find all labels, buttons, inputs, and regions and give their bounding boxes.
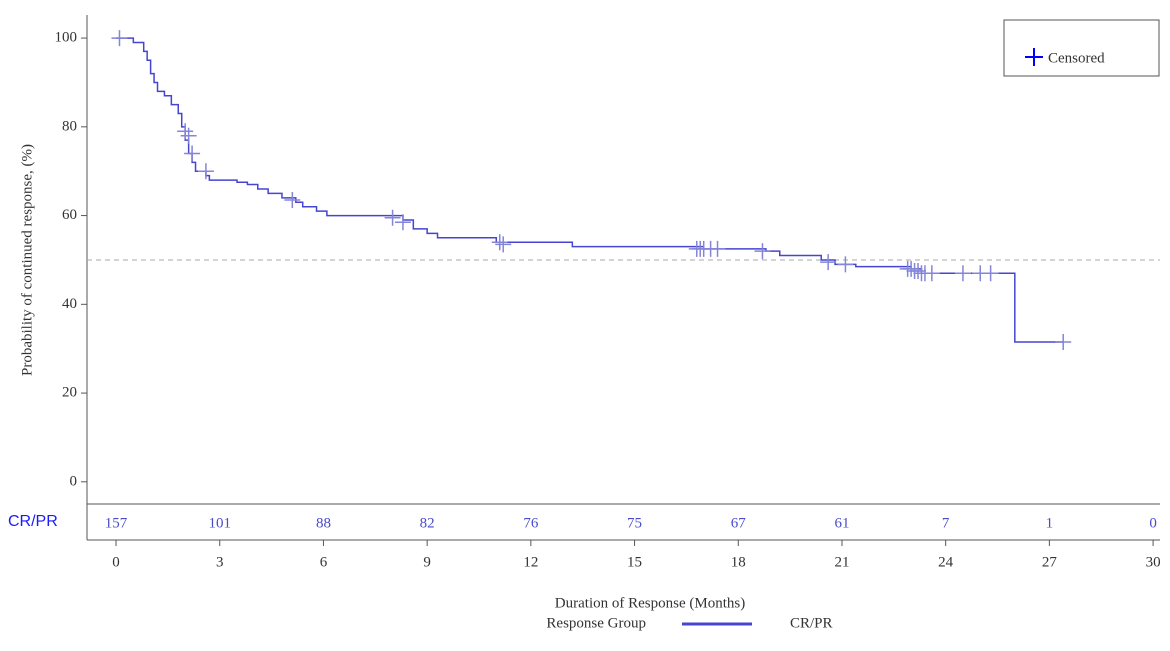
- risk-count: 61: [834, 515, 849, 531]
- censor-mark: [384, 209, 401, 226]
- y-tick-label: 80: [62, 118, 77, 134]
- risk-table-label: CR/PR: [8, 513, 58, 530]
- y-tick-label: 20: [62, 385, 77, 401]
- censor-mark: [495, 236, 512, 253]
- legend-censor-label: Censored: [1048, 50, 1105, 66]
- risk-count: 67: [731, 515, 747, 531]
- censor-mark: [754, 243, 771, 260]
- censor-mark: [954, 265, 971, 282]
- censor-mark: [177, 123, 194, 140]
- censor-mark: [837, 256, 854, 273]
- x-tick-label: 15: [627, 554, 642, 570]
- censor-mark: [491, 234, 508, 251]
- x-axis-label: Duration of Response (Months): [555, 595, 745, 611]
- legend-title: Response Group: [546, 615, 646, 631]
- censor-mark: [284, 192, 301, 209]
- censor-mark: [982, 265, 999, 282]
- x-tick-label: 24: [938, 554, 954, 570]
- risk-count: 76: [523, 515, 539, 531]
- censor-mark: [910, 263, 927, 280]
- censor-mark: [709, 240, 726, 257]
- risk-count: 101: [208, 515, 231, 531]
- x-tick-label: 3: [216, 554, 224, 570]
- censor-mark: [184, 145, 201, 162]
- legend-censor-symbol: [1025, 48, 1043, 66]
- censor-mark: [394, 214, 411, 231]
- survival-curve: [116, 37, 1064, 343]
- x-tick-label: 18: [731, 554, 746, 570]
- risk-count: 88: [316, 515, 331, 531]
- risk-count: 157: [105, 515, 128, 531]
- y-tick-label: 60: [62, 207, 77, 223]
- censor-mark: [180, 127, 197, 144]
- censor-mark: [820, 254, 837, 271]
- censor-mark: [111, 30, 128, 47]
- risk-count: 75: [627, 515, 642, 531]
- x-tick-label: 27: [1042, 554, 1058, 570]
- risk-count: 1: [1046, 515, 1054, 531]
- censor-mark: [1055, 334, 1072, 351]
- censor-mark: [197, 163, 214, 180]
- x-tick-label: 21: [834, 554, 849, 570]
- y-tick-label: 40: [62, 296, 77, 312]
- y-tick-label: 100: [55, 30, 78, 46]
- risk-count: 0: [1149, 515, 1157, 531]
- x-tick-label: 30: [1146, 554, 1161, 570]
- risk-count: 82: [420, 515, 435, 531]
- y-axis-label: Probability of continued response, (%): [19, 144, 35, 376]
- legend-label: CR/PR: [790, 615, 833, 631]
- x-tick-label: 0: [112, 554, 120, 570]
- risk-count: 7: [942, 515, 950, 531]
- censor-mark: [923, 265, 940, 282]
- x-tick-label: 6: [320, 554, 328, 570]
- y-tick-label: 0: [70, 473, 78, 489]
- x-tick-label: 12: [523, 554, 538, 570]
- x-tick-label: 9: [423, 554, 431, 570]
- legend-box: [1003, 19, 1160, 77]
- censor-mark: [903, 260, 920, 277]
